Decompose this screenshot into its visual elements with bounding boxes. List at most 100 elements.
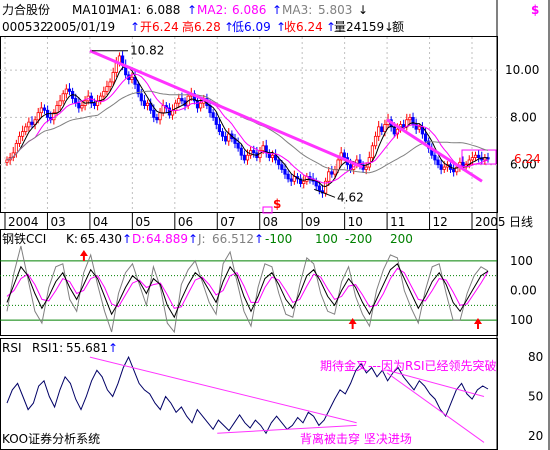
x-tick-label: 09	[305, 215, 320, 229]
close-value: 6.24	[296, 20, 323, 34]
cci-k-line	[6, 262, 489, 319]
x-tick-label: 04	[93, 215, 108, 229]
open-label: 开	[140, 20, 152, 34]
candle-body	[21, 131, 25, 137]
date-arrow-icon: ↑	[130, 20, 140, 34]
candle-body	[289, 178, 293, 182]
candle-body	[442, 166, 446, 170]
stock-code: 000532	[2, 20, 48, 34]
rsi-name: RSI	[2, 341, 22, 355]
candle-body	[336, 159, 340, 170]
close-label: 收	[284, 20, 296, 34]
candle-body	[342, 152, 346, 159]
candle-body	[473, 154, 478, 159]
stock-date: 2005/01/19	[46, 20, 115, 34]
candle-body	[130, 76, 134, 80]
rsi-label: RSI1:	[32, 341, 63, 355]
rsi-header: RSI RSI1: 55.681 ↑	[2, 341, 118, 355]
candle-body	[111, 72, 115, 83]
ma2-label: MA2:	[197, 3, 227, 17]
rsi-y-tick: 50	[528, 390, 543, 404]
annotation-low: 4.62	[337, 190, 364, 204]
ma1-sub: MA1:	[111, 3, 141, 17]
candle-body	[27, 121, 31, 128]
rsi-downtrend-3	[386, 372, 485, 443]
x-tick-label: 11	[390, 215, 405, 229]
rsi-watermark: KOO证券分析系统	[2, 431, 100, 446]
price-y-tick: 8.00	[510, 110, 537, 124]
candle-body	[67, 88, 72, 92]
candle-body	[242, 154, 246, 161]
candle-body	[14, 143, 18, 154]
cci-k-value: 65.430	[80, 232, 122, 246]
candle-body	[61, 93, 65, 102]
candle-body	[5, 159, 9, 163]
candle-body	[414, 124, 418, 130]
last-price-label: 6.24	[514, 152, 541, 166]
candle-body	[136, 83, 140, 95]
candle-body	[377, 126, 381, 137]
high-arrow-icon: ↑	[224, 20, 234, 34]
candle-body	[17, 135, 22, 144]
price-header: 力合股份 MA101 MA1: 6.088 ↑ MA2: 6.086 ↑ MA3…	[2, 2, 539, 34]
candle-body	[436, 159, 440, 166]
candle-body	[477, 154, 481, 159]
x-tick-label: 05	[135, 215, 150, 229]
cci-y-tick: 100	[510, 254, 533, 268]
ma1-value: 6.088	[146, 3, 180, 17]
candle-body	[286, 173, 290, 180]
candlesticks	[5, 51, 490, 198]
x-tick-label: 07	[220, 215, 235, 229]
close-arrow-icon: ↑	[326, 20, 336, 34]
rsi-annotation-top: 期待金叉---因为RSI已经领先突破	[320, 358, 497, 373]
candle-body	[408, 117, 412, 121]
rsi-arrow-icon: ↑	[108, 341, 118, 355]
candle-body	[152, 109, 156, 118]
cci-d-line	[6, 267, 489, 309]
candle-body	[317, 185, 321, 192]
low-value: 6.09	[244, 20, 271, 34]
cci-level: 100	[315, 232, 338, 246]
candle-body	[108, 81, 112, 88]
candle-body	[55, 105, 59, 114]
open-value: 6.24	[152, 20, 179, 34]
x-tick-label: 03	[50, 215, 65, 229]
candle-body	[383, 124, 387, 132]
annotation-low-leader	[313, 188, 336, 198]
candle-body	[411, 117, 415, 125]
downtrend-2	[386, 118, 483, 183]
amount-label: 额	[392, 20, 404, 34]
volume-arrow-icon: ↓	[384, 20, 394, 34]
rsi-y-tick: 80	[528, 350, 543, 364]
low-label: 低	[232, 20, 244, 34]
candle-body	[274, 154, 278, 161]
candle-body	[199, 102, 203, 109]
candle-body	[214, 117, 218, 125]
candle-body	[42, 107, 47, 111]
candle-body	[283, 169, 287, 175]
candle-body	[92, 102, 97, 106]
cci-d-arrow-icon: ↑	[188, 232, 198, 246]
cci-level: 200	[390, 232, 413, 246]
stock-name: 力合股份	[2, 2, 50, 17]
price-y-tick: 10.00	[505, 63, 539, 77]
downtrend-1	[89, 49, 364, 169]
cci-name: 钢铁CCI	[2, 232, 46, 246]
price-trend-lines	[89, 49, 483, 198]
rsi-downtrend-2	[386, 369, 485, 397]
ma3-label: MA3:	[282, 3, 312, 17]
x-axis: 2004 03 04 05 06 07 08 09 10 11 12 2005	[4, 212, 506, 229]
x-tick-label: 2004	[8, 215, 39, 229]
cci-y-tick: 0.00	[510, 284, 537, 298]
candle-body	[314, 180, 318, 187]
candle-body	[455, 166, 459, 173]
candle-body	[423, 133, 428, 142]
cci-d-label: D:	[132, 232, 145, 246]
candle-body	[139, 93, 143, 102]
candle-body	[58, 100, 62, 106]
cci-j-value: 66.512	[212, 232, 254, 246]
candle-body	[236, 143, 240, 149]
candle-body	[373, 135, 378, 147]
cci-j-line	[6, 245, 489, 334]
